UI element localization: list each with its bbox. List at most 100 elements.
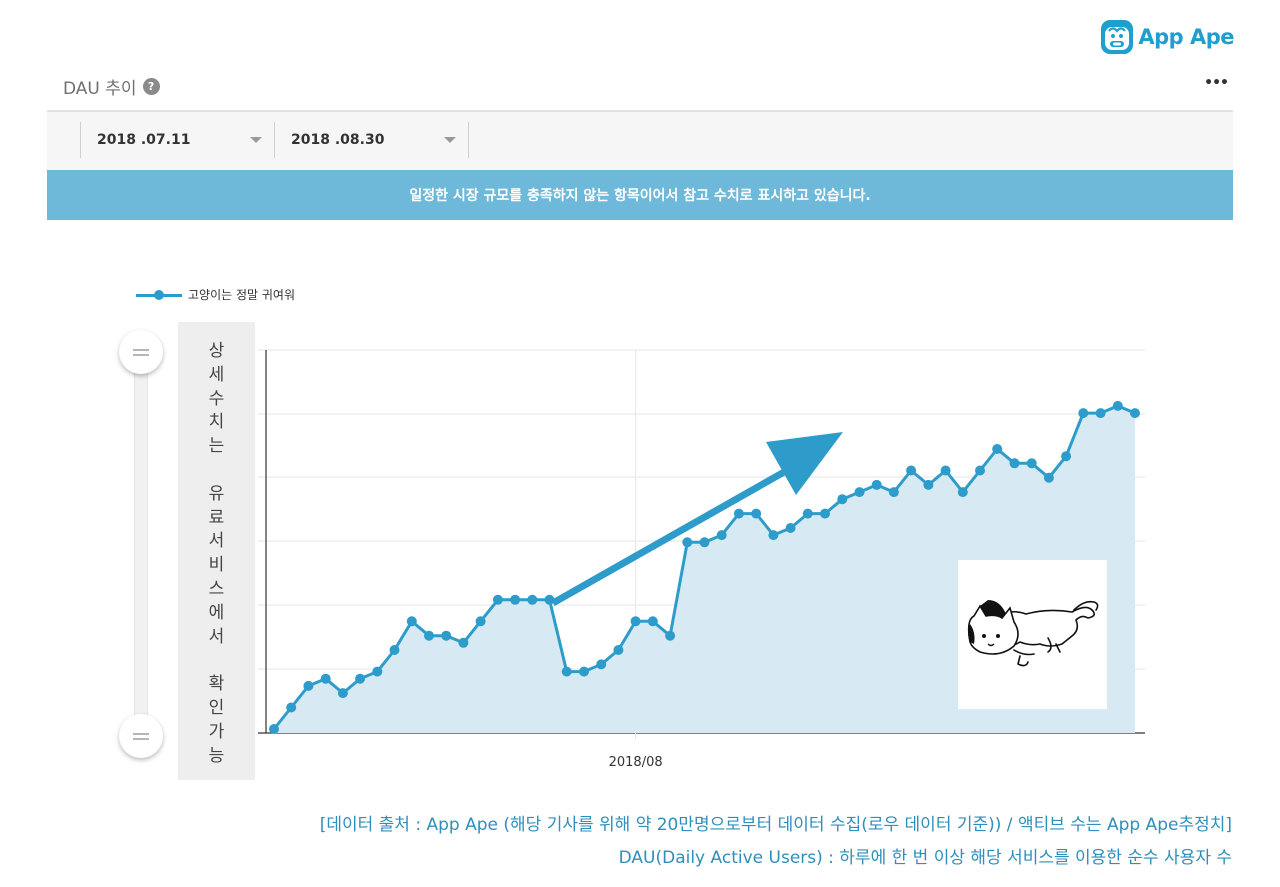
data-point[interactable] xyxy=(682,537,693,548)
chart-legend[interactable]: 고양이는 정말 귀여워 xyxy=(136,286,295,303)
data-point[interactable] xyxy=(820,508,830,519)
panel-title-text: DAU 추이 xyxy=(63,79,137,99)
data-point[interactable] xyxy=(906,465,917,476)
side-note-char: 상 xyxy=(208,341,225,361)
side-note-char: 비 xyxy=(208,555,225,576)
monkey-face-icon xyxy=(1101,20,1134,54)
data-point[interactable] xyxy=(579,666,589,677)
data-point[interactable] xyxy=(1130,408,1140,419)
divider xyxy=(47,110,1233,112)
data-point[interactable] xyxy=(424,630,434,641)
side-note-char: 치 xyxy=(208,412,225,433)
data-point[interactable] xyxy=(286,702,297,713)
notice-text: 일정한 시장 규모를 충족하지 않는 항목이어서 참고 수치로 표시하고 있습니… xyxy=(409,188,871,204)
data-point[interactable] xyxy=(389,645,400,655)
side-note-char: 서 xyxy=(208,626,225,647)
data-point[interactable] xyxy=(492,594,503,605)
data-point[interactable] xyxy=(527,594,538,605)
data-point[interactable] xyxy=(458,637,469,648)
brand-name: App Ape xyxy=(1138,25,1234,49)
data-point[interactable] xyxy=(613,645,624,655)
range-slider-handle-bottom[interactable] xyxy=(119,714,163,758)
range-slider-handle-top[interactable] xyxy=(119,330,163,374)
data-point[interactable] xyxy=(1026,458,1037,469)
data-point[interactable] xyxy=(441,630,452,641)
series-area-fill xyxy=(274,405,1135,733)
side-note-char: 능 xyxy=(208,745,225,766)
end-date-dropdown[interactable]: 2018 .08.30 xyxy=(274,122,468,158)
data-point[interactable] xyxy=(975,465,985,476)
data-point[interactable] xyxy=(992,444,1003,454)
data-point[interactable] xyxy=(406,616,417,627)
data-point[interactable] xyxy=(1061,451,1072,462)
data-point[interactable] xyxy=(716,530,727,541)
data-point[interactable] xyxy=(837,494,848,505)
data-point[interactable] xyxy=(544,594,555,605)
data-point[interactable] xyxy=(561,666,572,677)
side-note-char: 료 xyxy=(208,507,225,528)
side-note-char: 가 xyxy=(208,721,225,742)
legend-label: 고양이는 정말 귀여워 xyxy=(188,288,295,302)
data-point[interactable] xyxy=(957,487,968,498)
data-point[interactable] xyxy=(630,616,641,627)
cat-icon xyxy=(967,600,1099,667)
data-point[interactable] xyxy=(1078,408,1089,419)
data-point[interactable] xyxy=(733,508,744,519)
caret-down-icon xyxy=(444,137,456,143)
legend-swatch xyxy=(136,289,182,301)
data-point[interactable] xyxy=(665,630,676,641)
data-point[interactable] xyxy=(596,659,607,670)
start-date-value: 2018 .07.11 xyxy=(97,132,191,148)
x-tick-label: 2018/08 xyxy=(609,755,663,770)
data-point[interactable] xyxy=(510,594,521,605)
start-date-dropdown[interactable]: 2018 .07.11 xyxy=(80,122,274,158)
data-point[interactable] xyxy=(647,616,658,627)
side-note-char: 세 xyxy=(208,364,225,385)
range-slider-track[interactable] xyxy=(134,352,148,738)
side-note-char: 확 xyxy=(208,674,225,695)
data-point[interactable] xyxy=(475,616,486,627)
panel-title: DAU 추이 ? xyxy=(63,74,160,99)
data-point[interactable] xyxy=(923,479,934,490)
data-point[interactable] xyxy=(337,688,348,699)
data-point[interactable] xyxy=(1043,472,1054,483)
data-point[interactable] xyxy=(768,530,779,541)
divider xyxy=(468,122,469,158)
data-point[interactable] xyxy=(802,508,813,519)
data-point[interactable] xyxy=(269,724,279,734)
data-point[interactable] xyxy=(320,673,331,684)
data-point[interactable] xyxy=(303,680,314,691)
data-point[interactable] xyxy=(854,487,865,498)
question-circle-icon[interactable]: ? xyxy=(142,78,160,95)
dau-definition-caption: DAU(Daily Active Users) : 하루에 한 번 이상 해당 … xyxy=(618,848,1232,868)
data-point[interactable] xyxy=(355,673,366,684)
side-note-char: 인 xyxy=(208,697,225,718)
notice-banner: 일정한 시장 규모를 충족하지 않는 항목이어서 참고 수치로 표시하고 있습니… xyxy=(47,170,1233,220)
app-ape-logo: App Ape xyxy=(1100,18,1234,56)
caret-down-icon xyxy=(250,137,262,143)
data-point[interactable] xyxy=(699,537,710,548)
trend-arrow xyxy=(551,432,843,607)
data-point[interactable] xyxy=(1009,458,1020,469)
more-dots-icon[interactable]: ••• xyxy=(1204,75,1229,91)
data-point[interactable] xyxy=(785,523,796,533)
data-point[interactable] xyxy=(940,465,951,476)
side-note-char: 서 xyxy=(208,531,225,552)
data-point[interactable] xyxy=(888,487,899,498)
source-caption: [데이터 출처 : App Ape (해당 기사를 위해 약 20만명으로부터 … xyxy=(319,815,1232,835)
side-note-char: 유 xyxy=(208,483,225,504)
data-point[interactable] xyxy=(751,508,762,519)
data-point[interactable] xyxy=(871,479,882,490)
side-note-char: 스 xyxy=(208,578,225,599)
side-note-char: 수 xyxy=(208,388,225,409)
side-note-char: 에 xyxy=(208,602,225,623)
data-point[interactable] xyxy=(372,666,383,677)
end-date-value: 2018 .08.30 xyxy=(291,132,385,148)
side-note-char: 는 xyxy=(208,436,225,457)
data-point[interactable] xyxy=(1095,408,1106,419)
date-toolbar: 2018 .07.11 2018 .08.30 xyxy=(47,112,1233,170)
cat-illustration xyxy=(958,560,1107,709)
data-point[interactable] xyxy=(1112,400,1123,411)
